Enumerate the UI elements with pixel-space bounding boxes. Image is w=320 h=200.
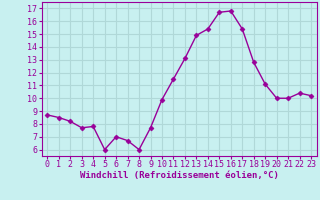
X-axis label: Windchill (Refroidissement éolien,°C): Windchill (Refroidissement éolien,°C) — [80, 171, 279, 180]
